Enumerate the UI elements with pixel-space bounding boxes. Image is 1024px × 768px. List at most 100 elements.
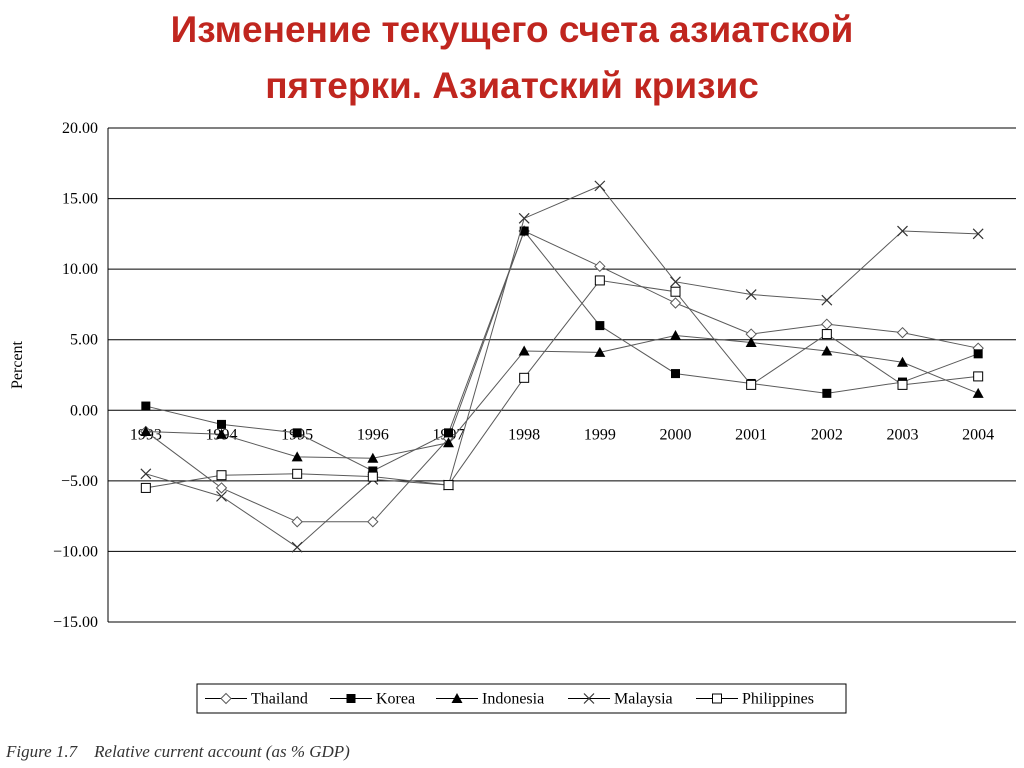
series-line-philippines [145,279,979,489]
data-point [519,226,529,236]
data-point [671,369,680,379]
data-point [670,286,681,297]
data-point [140,468,152,480]
y-tick-label: 5.00 [70,332,98,349]
data-point [973,371,984,382]
axis-layer: 20.00 15.00 10.00 5.00 0.00 −5.00 −10.00 −15.00… [9,120,994,631]
series-thailand [140,225,984,528]
y-tick-label: −10.00 [53,543,98,560]
series-indonesia [140,329,984,463]
x-tick-label: 2002 [811,426,843,443]
data-point [595,321,605,331]
legend-item-thailand: Thailand [205,691,308,708]
data-point [669,297,682,309]
y-tick-label: 10.00 [62,261,98,278]
data-point [216,470,227,481]
series-line-thailand [145,230,979,523]
data-point [896,326,909,339]
data-point [518,212,530,224]
data-point [594,346,606,357]
x-tick-label: 1998 [508,426,540,443]
data-point [216,490,227,502]
slide-title: Изменение текущего счета азиатской пятер… [0,2,1024,114]
data-point [346,694,356,703]
series-philippines [140,275,984,493]
data-point [367,452,379,463]
data-point [897,356,908,367]
figure-caption-text: Relative current account (as % GDP) [94,742,350,761]
x-tick-label: 2000 [660,426,692,443]
data-point [518,345,530,356]
data-point [594,180,606,192]
legend-item-indonesia: Indonesia [436,691,544,708]
series-malaysia [140,180,984,553]
figure-number: Figure 1.7 [6,742,78,761]
slide-title-line1: Изменение текущего счета азиатской [170,9,854,50]
data-point [141,401,151,411]
data-point [972,387,984,398]
data-point [291,541,303,553]
legend-item-korea: Korea [330,691,415,708]
data-point [745,289,757,300]
data-point [519,372,530,383]
data-point [367,471,378,482]
series-line-indonesia [145,334,979,459]
series-line-malaysia [145,185,979,548]
data-point [670,329,681,340]
x-tick-label: 1999 [584,426,616,443]
data-point [451,693,463,703]
y-tick-label: 15.00 [62,191,98,208]
chart-legend: Thailand Korea Indonesia Malaysia Philippine… [196,683,847,714]
grid-layer [108,127,1016,623]
data-point [973,349,983,359]
data-point [821,329,832,340]
data-point [821,294,833,306]
data-point [746,379,757,390]
legend-label: Thailand [251,691,308,708]
y-tick-label: −5.00 [61,473,98,490]
data-point [594,260,606,273]
y-tick-label: 20.00 [62,120,98,137]
data-point [291,516,303,528]
figure-caption: Figure 1.7 Relative current account (as … [6,742,350,762]
data-point [367,516,379,528]
series-line-korea [145,230,979,472]
data-point [583,693,595,704]
data-point [215,482,228,494]
data-point [368,466,378,476]
legend-item-malaysia: Malaysia [568,691,673,708]
data-point [670,276,681,288]
data-point [216,428,227,439]
data-point [821,345,833,356]
legend-label: Korea [376,691,415,708]
legend-label: Malaysia [614,691,673,708]
data-point [897,379,908,390]
legend-label: Indonesia [482,691,544,708]
data-point [140,482,151,493]
data-point [444,428,453,438]
x-tick-label: 2003 [887,426,919,443]
slide-title-line2: пятерки. Азиатский кризис [265,65,759,106]
y-axis-title: Percent [9,340,26,389]
y-tick-label: −15.00 [53,614,98,631]
data-point [443,480,454,491]
legend-label: Philippines [742,691,814,708]
data-point [140,425,152,436]
data-point [712,693,722,704]
x-tick-label: 2001 [735,426,767,443]
data-point [972,228,984,240]
data-point [291,451,303,462]
data-point [594,275,605,286]
series-korea [141,226,983,476]
series-layer [140,180,984,553]
x-tick-label: 1996 [357,426,389,443]
data-point [745,337,757,348]
x-tick-label: 2004 [962,426,994,443]
data-point [292,428,302,438]
data-point [821,318,833,330]
data-point [220,692,232,705]
data-point [897,225,908,237]
data-point [217,419,226,429]
legend-item-philippines: Philippines [696,691,814,708]
data-point [292,468,303,479]
